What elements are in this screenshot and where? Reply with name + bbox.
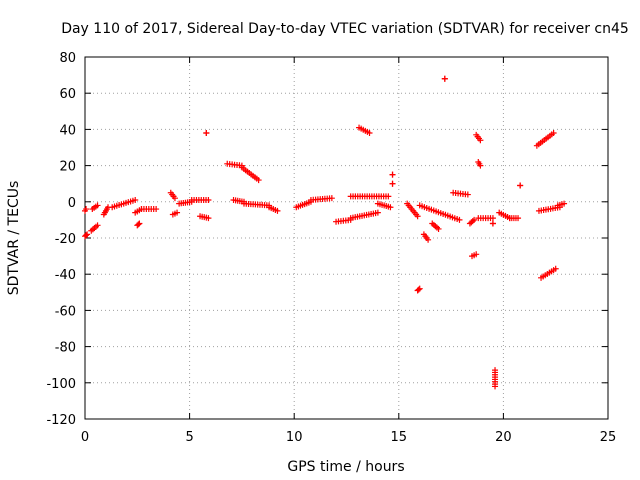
data-point (174, 209, 181, 216)
data-point (492, 383, 499, 390)
y-tick-label: 0 (68, 196, 76, 211)
data-point (374, 209, 381, 216)
data-point (94, 202, 101, 209)
data-point (136, 220, 143, 227)
data-point (435, 225, 442, 232)
data-point (171, 195, 178, 202)
y-axis-label: SDTVAR / TECUs (6, 181, 22, 296)
data-point (469, 218, 476, 225)
chart-title: Day 110 of 2017, Sidereal Day-to-day VTE… (61, 21, 629, 37)
data-point (205, 215, 212, 222)
data-point (464, 191, 471, 198)
data-point (153, 206, 160, 213)
data-point (515, 215, 522, 222)
data-point (203, 130, 210, 137)
data-point (415, 286, 422, 293)
data-point (94, 222, 101, 229)
data-point (328, 195, 335, 202)
data-point (84, 231, 91, 238)
data-point (425, 236, 432, 243)
x-tick-label: 25 (600, 430, 617, 445)
data-point (477, 137, 484, 144)
y-tick-label: 60 (59, 87, 76, 102)
data-point (274, 207, 281, 214)
data-point (550, 130, 557, 137)
grid-lines (85, 57, 608, 419)
data-point (477, 162, 484, 169)
data-point (561, 200, 568, 207)
x-axis-label: GPS time / hours (287, 459, 404, 475)
data-point (552, 265, 559, 272)
data-point (387, 204, 394, 211)
data-point (83, 232, 90, 239)
axis-ticks: -120 -100 -80 -60 -40 -20 0 20 40 60 80 0 5 10 15 20 25 (46, 51, 616, 445)
data-point (385, 193, 392, 200)
data-point (441, 75, 448, 82)
x-tick-label: 10 (286, 430, 303, 445)
data-point (389, 171, 396, 178)
y-tick-label: -100 (46, 377, 76, 392)
data-point (83, 206, 90, 213)
y-tick-label: -40 (55, 268, 76, 283)
data-point (414, 213, 421, 220)
data-point (389, 180, 396, 187)
data-points (82, 75, 568, 390)
x-tick-label: 0 (81, 430, 89, 445)
data-point (255, 177, 262, 184)
data-point (489, 220, 496, 227)
y-tick-label: 40 (59, 123, 76, 138)
x-tick-label: 20 (495, 430, 512, 445)
y-tick-label: 80 (59, 51, 76, 66)
data-point (416, 285, 423, 292)
data-point (456, 216, 463, 223)
x-tick-label: 15 (391, 430, 408, 445)
data-point (489, 215, 496, 222)
data-point (473, 251, 480, 258)
y-tick-label: -60 (55, 304, 76, 319)
y-tick-label: -120 (46, 413, 76, 428)
data-point (135, 221, 142, 228)
data-point (517, 182, 524, 189)
data-point (205, 196, 212, 203)
y-tick-label: -20 (55, 232, 76, 247)
data-point (366, 130, 373, 137)
y-tick-label: 20 (59, 160, 76, 175)
x-tick-label: 5 (185, 430, 193, 445)
data-point (132, 196, 139, 203)
y-tick-label: -80 (55, 341, 76, 356)
data-point (471, 216, 478, 223)
